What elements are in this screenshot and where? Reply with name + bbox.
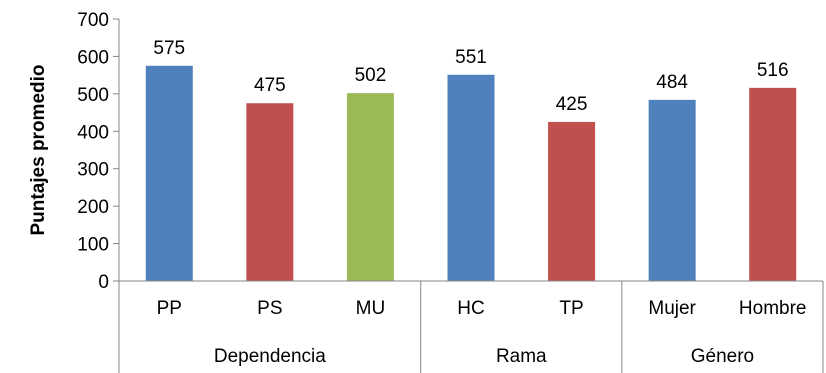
data-label: 551 [455,47,487,68]
bar-mujer [648,99,696,282]
bar-ps [246,103,294,281]
group-label: Dependencia [214,346,326,367]
y-tick-label: 200 [77,197,109,218]
x-axis: PP PS MU HC TP Mujer Hombre Dependencia Rama Géne… [118,280,824,373]
bar-mu [346,93,394,281]
data-label: 502 [355,65,387,86]
category-label: PP [157,298,182,319]
data-label: 516 [757,60,789,81]
bar-tp [548,121,596,281]
category-label: TP [559,298,583,319]
category-label: Hombre [739,298,807,319]
data-label: 484 [656,72,688,93]
data-label: 425 [556,94,588,115]
y-tick-label: 100 [77,235,109,256]
y-tick-label: 0 [98,272,109,293]
y-tick-label: 400 [77,122,109,143]
bar-hc [447,74,495,281]
bars: 575 475 502 551 425 484 516 [145,38,797,282]
data-label: 575 [153,38,185,59]
category-label: MU [356,298,386,319]
category-label: PS [257,298,282,319]
y-axis: 0 100 200 300 400 500 600 700 [77,10,120,293]
y-tick-label: 500 [77,85,109,106]
y-tick-label: 700 [77,10,109,31]
category-label: HC [457,298,484,319]
data-label: 475 [254,75,286,96]
y-tick-label: 600 [77,47,109,68]
group-label: Género [691,346,754,367]
group-label: Rama [496,346,547,367]
bar-hombre [749,87,797,282]
y-axis-label: Puntajes promedio [28,64,49,235]
y-tick-label: 300 [77,160,109,181]
bar-pp [145,65,193,282]
category-label: Mujer [648,298,696,319]
